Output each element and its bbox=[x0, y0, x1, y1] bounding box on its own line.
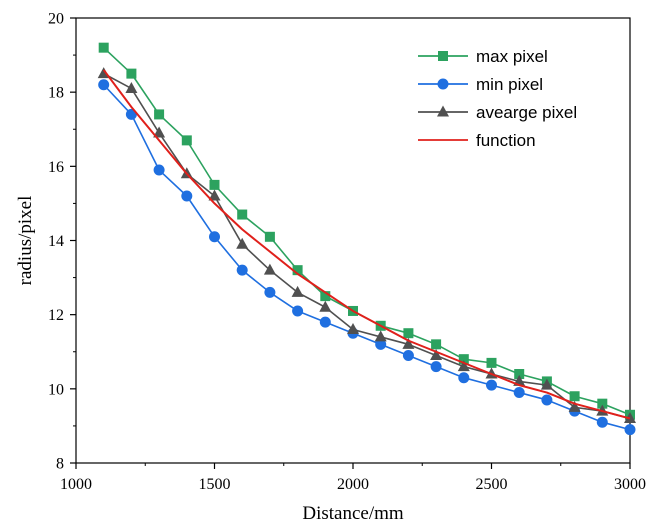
legend-label: function bbox=[476, 131, 536, 150]
x-tick-label: 2000 bbox=[337, 476, 369, 493]
y-tick-label: 18 bbox=[48, 85, 64, 102]
data-point bbox=[263, 263, 276, 275]
data-point bbox=[375, 338, 387, 350]
data-point bbox=[596, 416, 608, 428]
data-point bbox=[319, 300, 332, 312]
x-axis-label: Distance/mm bbox=[302, 503, 404, 524]
data-point bbox=[98, 42, 109, 53]
x-tick-label: 1500 bbox=[199, 476, 231, 493]
data-point bbox=[402, 349, 414, 361]
data-point bbox=[458, 354, 469, 365]
data-point bbox=[486, 357, 497, 368]
legend-label: avearge pixel bbox=[476, 103, 577, 122]
data-point bbox=[181, 135, 192, 146]
y-tick-label: 12 bbox=[48, 307, 64, 324]
y-axis-label: radius/pixel bbox=[15, 196, 36, 286]
data-point bbox=[292, 305, 304, 317]
data-point bbox=[292, 265, 303, 276]
x-tick-label: 3000 bbox=[614, 476, 646, 493]
data-point bbox=[347, 323, 359, 334]
series-min-pixel bbox=[98, 79, 636, 436]
legend-marker bbox=[437, 105, 449, 117]
data-point bbox=[597, 398, 608, 409]
data-point bbox=[181, 190, 193, 202]
y-tick-label: 16 bbox=[48, 159, 64, 176]
data-point bbox=[236, 237, 249, 249]
data-point bbox=[319, 316, 331, 328]
data-point bbox=[431, 339, 442, 350]
data-point bbox=[402, 337, 415, 349]
data-point bbox=[320, 291, 331, 302]
data-point bbox=[153, 126, 166, 138]
data-point bbox=[98, 79, 110, 91]
data-point bbox=[403, 328, 414, 339]
legend-item: avearge pixel bbox=[418, 103, 577, 122]
plot-area bbox=[97, 42, 636, 436]
y-tick-label: 14 bbox=[48, 233, 64, 250]
legend-marker bbox=[438, 51, 448, 61]
data-point bbox=[430, 361, 442, 373]
legend-label: max pixel bbox=[476, 47, 548, 66]
data-point bbox=[568, 400, 581, 412]
x-tick-label: 2500 bbox=[476, 476, 508, 493]
data-point bbox=[486, 379, 497, 391]
data-point bbox=[514, 369, 525, 379]
legend-item: min pixel bbox=[418, 75, 543, 94]
data-point bbox=[236, 264, 248, 276]
data-point bbox=[624, 424, 636, 436]
data-point bbox=[457, 360, 470, 372]
y-tick-label: 20 bbox=[48, 11, 64, 28]
data-point bbox=[153, 164, 165, 176]
data-point bbox=[458, 372, 470, 384]
legend: max pixel min pixel avearge pixel function bbox=[418, 47, 577, 150]
series-function bbox=[102, 69, 631, 420]
legend-label: min pixel bbox=[476, 75, 543, 94]
data-point bbox=[264, 231, 275, 242]
data-point bbox=[513, 387, 525, 399]
legend-marker bbox=[437, 78, 449, 90]
data-point bbox=[209, 231, 220, 243]
data-point bbox=[126, 68, 137, 79]
y-axis-ticks: 8 10 12 14 16 18 20 bbox=[48, 11, 76, 473]
data-point bbox=[208, 189, 221, 201]
data-point bbox=[540, 378, 553, 390]
series-max-pixel bbox=[98, 42, 635, 420]
data-point bbox=[125, 81, 138, 93]
x-tick-label: 1000 bbox=[60, 476, 92, 493]
data-point bbox=[237, 209, 248, 220]
legend-item: function bbox=[418, 131, 536, 150]
y-tick-label: 8 bbox=[56, 456, 64, 473]
data-point bbox=[374, 330, 387, 342]
series-line bbox=[102, 69, 631, 420]
series-line bbox=[103, 72, 631, 420]
x-axis-ticks: 1000 1500 2000 2500 3000 bbox=[60, 463, 646, 493]
data-point bbox=[291, 285, 304, 297]
data-point bbox=[154, 109, 165, 120]
data-point bbox=[209, 179, 220, 190]
data-point bbox=[541, 394, 553, 406]
data-point bbox=[430, 348, 443, 360]
legend-item: max pixel bbox=[418, 47, 548, 66]
data-point bbox=[264, 286, 276, 298]
y-tick-label: 10 bbox=[48, 381, 64, 398]
data-point bbox=[569, 391, 580, 402]
